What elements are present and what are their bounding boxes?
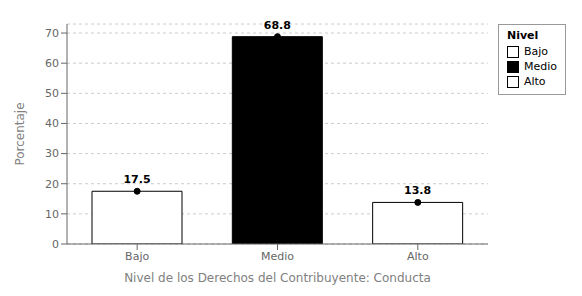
svg-text:13.8: 13.8 <box>404 184 431 197</box>
svg-text:10: 10 <box>45 208 59 221</box>
html-text:Nivel: Nivel <box>507 29 539 42</box>
svg-text:50: 50 <box>45 87 59 100</box>
svg-text:Alto: Alto <box>407 250 429 263</box>
html-text:Medio: Medio <box>524 60 557 73</box>
svg-text:Medio: Medio <box>261 250 294 263</box>
svg-text:Porcentaje: Porcentaje <box>13 102 27 165</box>
svg-text:30: 30 <box>45 147 59 160</box>
svg-text:20: 20 <box>45 178 59 191</box>
html-text:Alto: Alto <box>524 75 546 88</box>
svg-text:0: 0 <box>52 238 59 251</box>
html-text:Bajo: Bajo <box>524 45 548 58</box>
svg-text:Bajo: Bajo <box>125 250 149 263</box>
svg-text:70: 70 <box>45 27 59 40</box>
svg-text:17.5: 17.5 <box>123 173 150 186</box>
svg-text:Nivel de los Derechos del Cont: Nivel de los Derechos del Contribuyente:… <box>124 271 431 285</box>
svg-text:40: 40 <box>45 117 59 130</box>
svg-text:68.8: 68.8 <box>264 19 291 32</box>
svg-text:60: 60 <box>45 57 59 70</box>
